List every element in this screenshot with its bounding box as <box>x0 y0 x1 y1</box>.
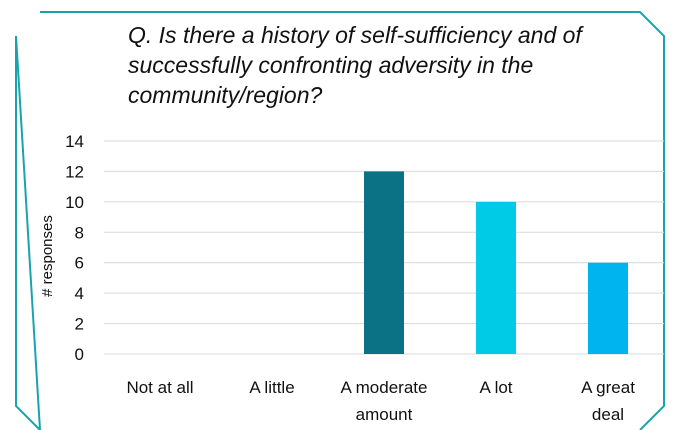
bar <box>588 262 628 354</box>
y-tick-label: 0 <box>75 345 84 364</box>
y-tick-label: 14 <box>65 132 84 151</box>
x-category-label: A great deal <box>581 378 635 424</box>
y-tick-label: 2 <box>75 315 84 334</box>
x-category-label-line: deal <box>592 405 624 424</box>
bar <box>476 201 516 354</box>
y-tick-label: 12 <box>65 162 84 181</box>
bars <box>364 171 628 354</box>
x-category-label-line: Not at all <box>126 378 193 397</box>
x-category-label: A little <box>249 378 294 397</box>
x-category-label-line: A little <box>249 378 294 397</box>
x-category-label-line: A moderate <box>341 378 428 397</box>
y-axis-label: # responses <box>39 215 56 297</box>
y-axis-ticks: 0 2 4 6 8 10 12 14 <box>65 132 84 364</box>
card-frame-border <box>15 11 665 430</box>
y-tick-label: 6 <box>75 254 84 273</box>
y-tick-label: 4 <box>75 284 84 303</box>
bar <box>364 171 404 354</box>
x-category-label-line: A lot <box>479 378 512 397</box>
x-category-label: A moderate amount <box>341 378 428 424</box>
chart-title: Q. Is there a history of self-sufficienc… <box>128 22 582 108</box>
y-tick-label: 8 <box>75 223 84 242</box>
x-axis-labels: Not at all A little A moderate amount A lot A… <box>126 378 635 424</box>
x-category-label: Not at all <box>126 378 193 397</box>
y-tick-label: 10 <box>65 193 84 212</box>
x-category-label: A lot <box>479 378 512 397</box>
x-category-label-line: amount <box>356 405 413 424</box>
x-category-label-line: A great <box>581 378 635 397</box>
